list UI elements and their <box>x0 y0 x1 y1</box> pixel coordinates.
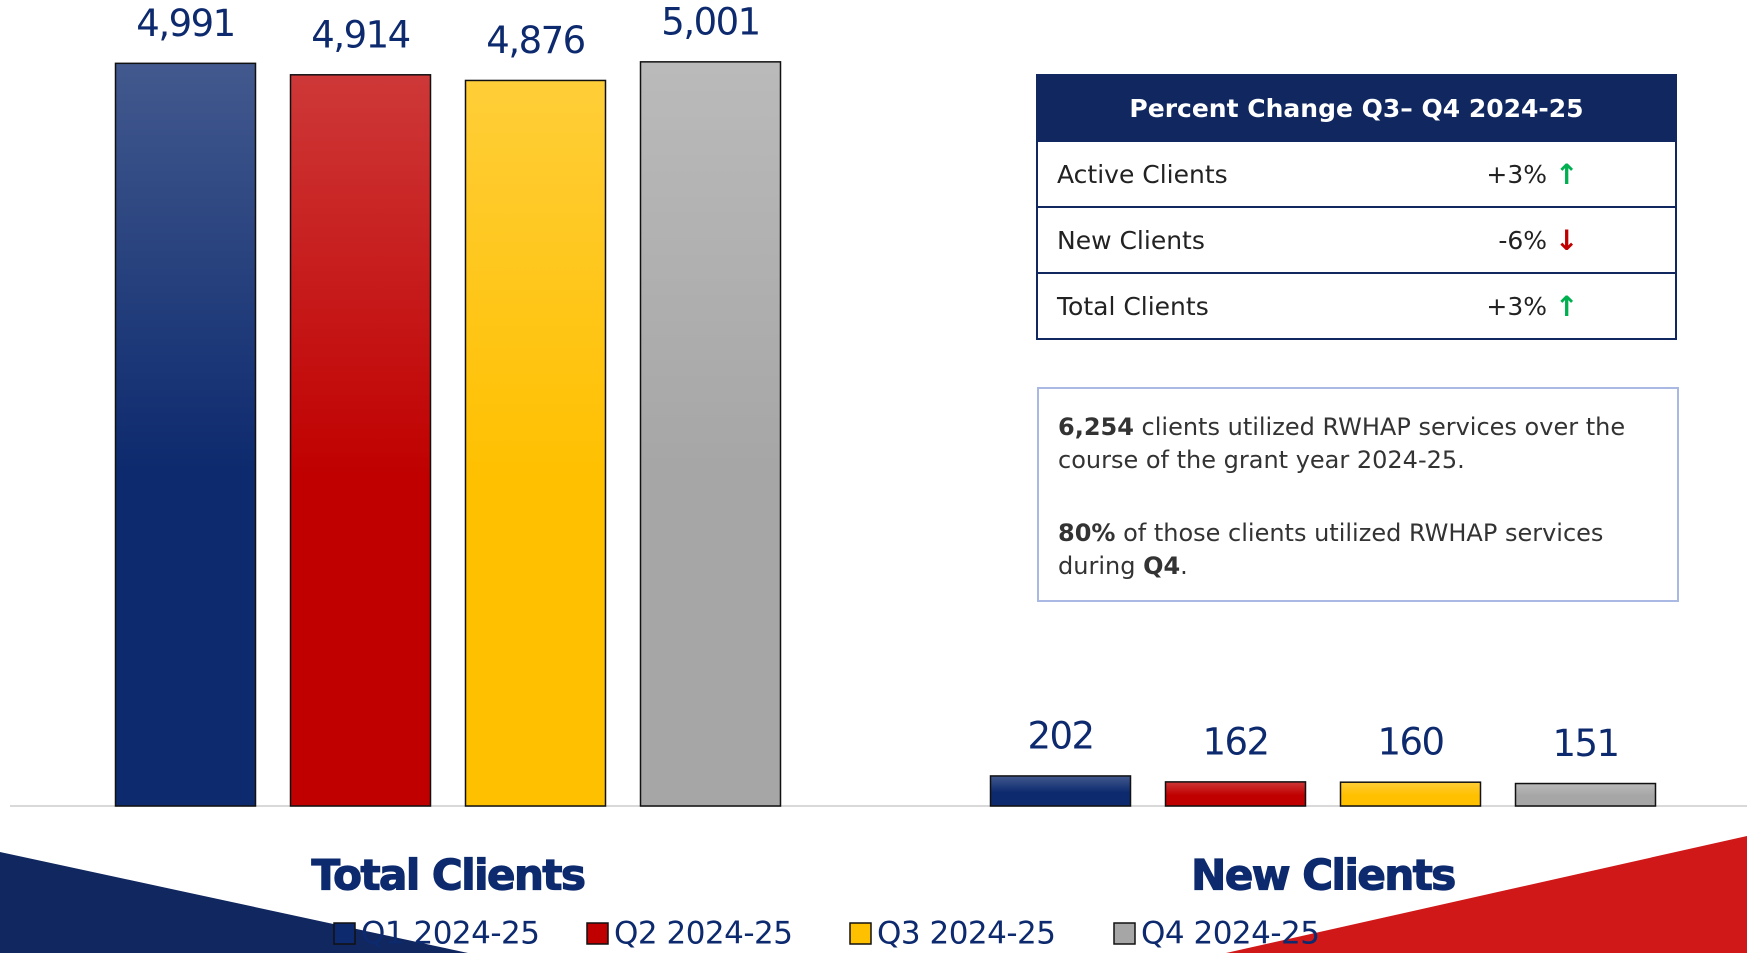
note-text: 6,254 <box>1058 413 1134 441</box>
arrow-up: ↑ <box>1555 157 1579 191</box>
legend-label: Q3 2024-25 <box>877 916 1056 952</box>
arrow-up: ↑ <box>1555 289 1579 323</box>
legend-swatch <box>1113 922 1136 945</box>
value-label: 4,876 <box>486 19 584 62</box>
legend-swatch <box>586 922 609 945</box>
row-value: +3% <box>1486 159 1547 189</box>
legend-swatch <box>333 922 356 945</box>
row-label: New Clients <box>1057 225 1205 255</box>
table-title: Percent Change Q3– Q4 2024-25 <box>1038 76 1675 140</box>
value-label: 4,991 <box>136 2 234 45</box>
bar <box>989 775 1132 807</box>
row-label: Active Clients <box>1057 159 1228 189</box>
bar <box>464 79 607 807</box>
arrow-down: ↓ <box>1555 223 1579 257</box>
percent-change-table: Percent Change Q3– Q4 2024-25 Active Cli… <box>1036 74 1677 340</box>
legend-label: Q2 2024-25 <box>614 916 793 952</box>
table-row: Total Clients +3% ↑ <box>1038 272 1675 338</box>
note-text: 80% <box>1058 519 1116 547</box>
value-label: 162 <box>1202 720 1268 763</box>
legend-label: Q1 2024-25 <box>361 916 540 952</box>
row-value: +3% <box>1486 291 1547 321</box>
decor-right <box>1226 836 1747 953</box>
bar <box>639 61 782 807</box>
note-paragraph: 80% of those clients utilized RWHAP serv… <box>1058 517 1658 583</box>
bar <box>289 74 432 807</box>
value-label: 160 <box>1377 721 1443 764</box>
legend-label: Q4 2024-25 <box>1141 916 1320 952</box>
bar <box>1514 782 1657 807</box>
legend-swatch <box>849 922 872 945</box>
value-label: 151 <box>1552 722 1618 765</box>
table-row: Active Clients +3% ↑ <box>1038 140 1675 206</box>
bar <box>1339 781 1482 807</box>
table-row: New Clients -6% ↓ <box>1038 206 1675 272</box>
note-text: . <box>1180 552 1188 580</box>
category-label: New Clients <box>1191 851 1455 900</box>
value-label: 5,001 <box>661 0 759 43</box>
note-text: Q4 <box>1143 552 1181 580</box>
bar <box>1164 781 1307 807</box>
value-label: 4,914 <box>311 13 409 56</box>
value-label: 202 <box>1027 714 1093 757</box>
row-value: -6% <box>1498 225 1547 255</box>
category-label: Total Clients <box>312 851 585 900</box>
note-text: of those clients utilized RWHAP services… <box>1058 519 1604 580</box>
note-box: 6,254 clients utilized RWHAP services ov… <box>1037 387 1679 602</box>
row-label: Total Clients <box>1057 291 1209 321</box>
bar <box>114 62 257 807</box>
note-text: clients utilized RWHAP services over the… <box>1058 413 1626 474</box>
note-paragraph: 6,254 clients utilized RWHAP services ov… <box>1058 411 1658 477</box>
